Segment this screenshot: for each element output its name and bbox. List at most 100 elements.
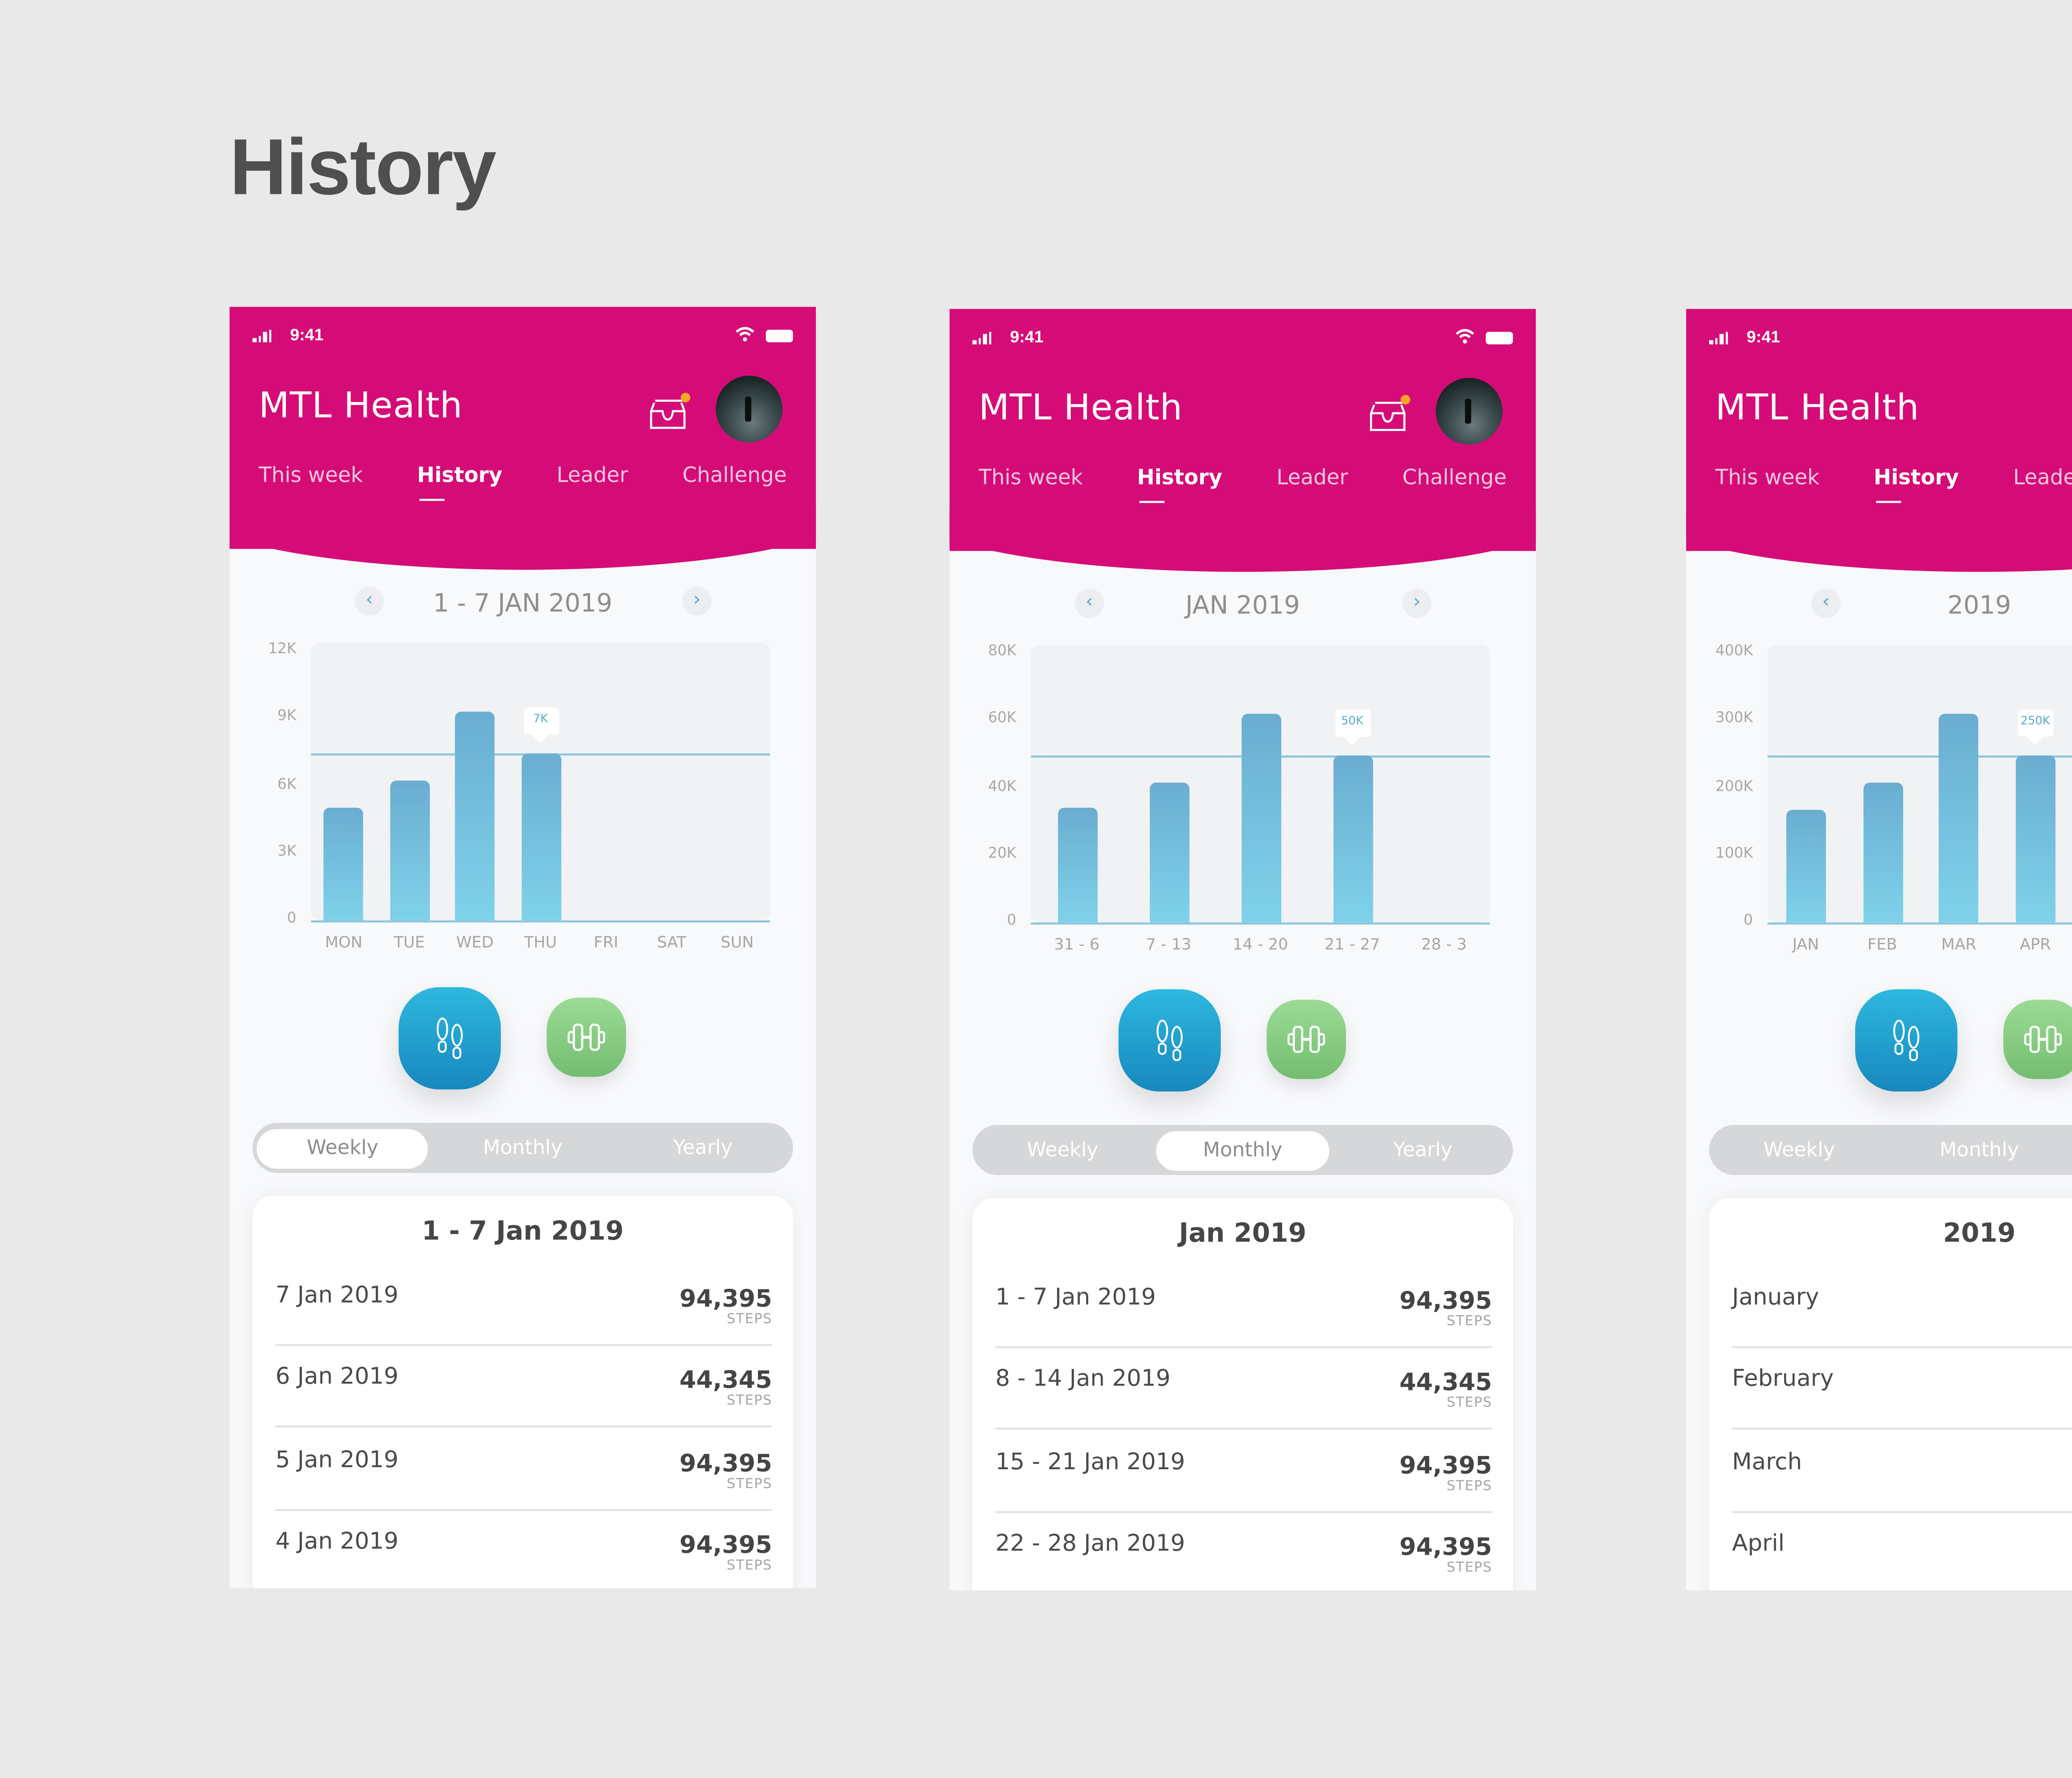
list-item[interactable]: 5 Jan 2019 94,395 STEPS	[275, 1446, 772, 1527]
row-steps-value: 94,395	[1399, 1285, 1492, 1315]
y-axis-tick: 20K	[988, 845, 1017, 862]
chart-bar[interactable]	[1240, 713, 1280, 923]
y-axis-tick: 12K	[268, 640, 297, 658]
row-steps-unit: STEPS	[726, 1475, 772, 1492]
row-steps-value: 94,395	[1399, 1531, 1492, 1561]
status-time: 9:41	[1010, 327, 1043, 346]
list-item[interactable]: 1 - 7 Jan 2019 94,395 STEPS	[995, 1284, 1492, 1365]
status-bar: 9:41	[252, 326, 793, 351]
tab-this-week[interactable]: This week	[1715, 467, 1820, 491]
inbox-tray-icon[interactable]	[647, 390, 690, 429]
y-axis-tick: 3K	[277, 843, 297, 860]
chart-bar[interactable]	[520, 754, 561, 920]
signal-icon	[1709, 331, 1729, 344]
user-avatar[interactable]	[716, 375, 783, 443]
chart-baseline	[1031, 922, 1490, 925]
x-axis-label: THU	[524, 933, 557, 952]
tab-this-week[interactable]: This week	[978, 467, 1083, 491]
chart-bar[interactable]	[1939, 714, 1979, 923]
tab-challenge[interactable]: Challenge	[682, 465, 787, 489]
row-label: 8 - 14 Jan 2019	[995, 1365, 1171, 1393]
period-segmented-control: Weekly Monthly Yearly	[972, 1125, 1513, 1175]
y-axis-tick: 200K	[1715, 777, 1753, 795]
segment-weekly[interactable]: Weekly	[257, 1128, 428, 1168]
chart-bar[interactable]	[324, 808, 364, 920]
steps-activity-button[interactable]	[1855, 989, 1958, 1092]
footprints-icon	[1892, 1018, 1919, 1060]
range-label: 1 - 7 JAN 2019	[433, 589, 612, 618]
tab-this-week[interactable]: This week	[259, 465, 363, 489]
x-axis-label: 14 - 20	[1232, 935, 1288, 954]
status-time: 9:41	[1746, 327, 1780, 346]
status-bar: 9:41	[972, 327, 1513, 353]
steps-activity-button[interactable]	[398, 987, 501, 1090]
chart-bar[interactable]	[2015, 755, 2055, 923]
segment-monthly[interactable]: Monthly	[1157, 1130, 1329, 1170]
segment-weekly[interactable]: Weekly	[1763, 1138, 1835, 1162]
segment-yearly[interactable]: Yearly	[673, 1136, 733, 1160]
list-item[interactable]: 4 Jan 2019 94,395 STEPS	[276, 1528, 772, 1589]
chart-bar[interactable]	[1862, 782, 1903, 923]
card-title: 2019	[1943, 1216, 2016, 1248]
row-divider	[1732, 1428, 2072, 1430]
tab-history[interactable]: History	[417, 465, 503, 501]
y-axis-tick: 0	[1743, 912, 1753, 929]
segment-monthly[interactable]: Monthly	[1939, 1138, 2019, 1162]
chevron-right-icon[interactable]: ›	[1402, 589, 1432, 618]
app-title: MTL Health	[978, 388, 1183, 430]
row-divider	[1732, 1346, 2072, 1349]
chart-bar[interactable]	[455, 712, 495, 920]
phone-screen-3: 9:41 MTL Health This weekHistoryLeaderCh…	[1686, 309, 2072, 1591]
inbox-tray-icon[interactable]	[1367, 392, 1411, 431]
history-list-card: 1 - 7 Jan 2019 7 Jan 2019 94,395 STEPS 6 Ja…	[252, 1196, 793, 1589]
card-title: Jan 2019	[1179, 1216, 1307, 1248]
x-axis-label: 28 - 3	[1421, 935, 1467, 954]
chart-bar[interactable]	[389, 780, 429, 920]
segment-weekly[interactable]: Weekly	[1026, 1138, 1099, 1162]
row-divider	[995, 1428, 1492, 1430]
chevron-left-icon[interactable]: ‹	[1811, 589, 1841, 618]
tab-history[interactable]: History	[1874, 467, 1959, 503]
gym-activity-button[interactable]	[2003, 1000, 2072, 1079]
list-item[interactable]: 6 Jan 2019 44,345 STEPS	[275, 1364, 772, 1445]
list-item[interactable]: 22 - 28 Jan 2019 94,395 STEPS	[995, 1530, 1492, 1591]
phone-screen-2: 9:41 MTL Health This week History Leader Ch…	[949, 309, 1536, 1591]
list-item[interactable]: 7 Jan 2019 94,395 STEPS	[275, 1281, 772, 1363]
chart-bar[interactable]	[1149, 782, 1188, 923]
tab-leader[interactable]: Leader	[557, 465, 628, 489]
chevron-right-icon[interactable]: ›	[682, 586, 712, 616]
segment-monthly[interactable]: Monthly	[483, 1136, 563, 1160]
segment-yearly[interactable]: Yearly	[1393, 1138, 1452, 1162]
steps-activity-button[interactable]	[1118, 989, 1221, 1092]
y-axis-tick: 0	[287, 910, 297, 927]
chart-bar[interactable]	[1332, 756, 1372, 923]
row-steps-value: 94,395	[679, 1529, 772, 1559]
gym-activity-button[interactable]	[547, 998, 626, 1077]
tab-challenge[interactable]: Challenge	[1402, 467, 1507, 491]
tab-leader[interactable]: Leader	[2013, 467, 2072, 491]
y-axis-tick: 400K	[1715, 642, 1753, 660]
row-steps-value: 94,395	[679, 1283, 772, 1313]
row-steps-value: 94,395	[679, 1447, 772, 1477]
list-item[interactable]: 15 - 21 Jan 2019 94,395 STEPS	[995, 1448, 1492, 1529]
wifi-icon	[1455, 328, 1475, 349]
signal-icon	[972, 331, 992, 344]
chevron-left-icon[interactable]: ‹	[1075, 589, 1104, 618]
gym-activity-button[interactable]	[1266, 1000, 1346, 1079]
tab-history[interactable]: History	[1137, 467, 1222, 503]
user-avatar[interactable]	[1435, 378, 1503, 445]
row-steps-unit: STEPS	[1446, 1395, 1492, 1412]
list-item[interactable]: 8 - 14 Jan 2019 44,345 STEPS	[995, 1366, 1492, 1447]
battery-icon	[1486, 332, 1513, 344]
chart-bar[interactable]	[1057, 809, 1097, 923]
chart-bar[interactable]	[1786, 809, 1826, 923]
row-steps-unit: STEPS	[726, 1310, 772, 1327]
chevron-left-icon[interactable]: ‹	[355, 586, 384, 616]
tab-leader[interactable]: Leader	[1276, 467, 1348, 491]
x-axis-label: APR	[2020, 935, 2051, 954]
